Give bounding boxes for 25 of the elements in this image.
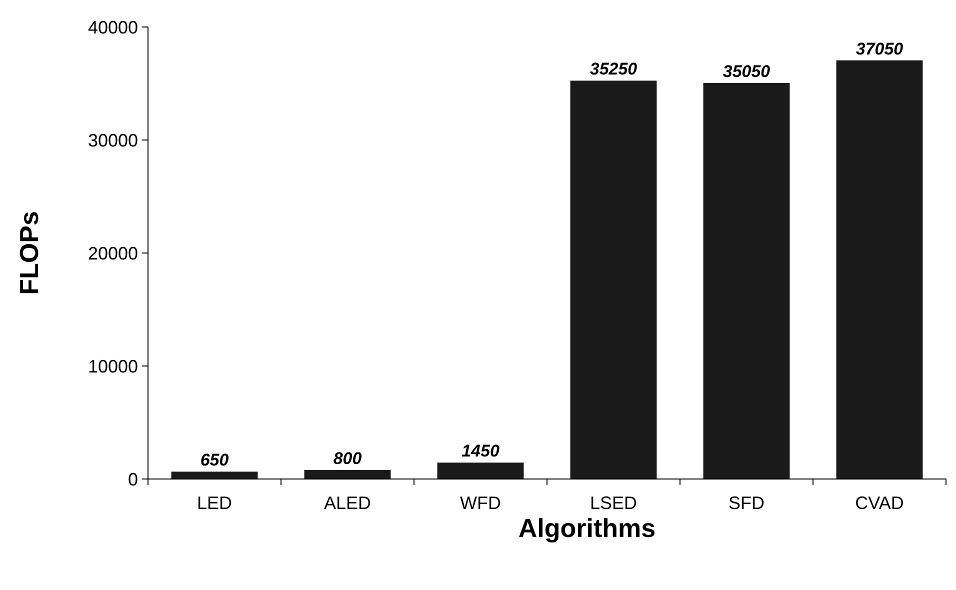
bar (570, 80, 657, 479)
bar (437, 462, 524, 479)
x-tick-label: LSED (590, 493, 638, 513)
data-label: 800 (333, 448, 362, 468)
y-tick-label: 30000 (88, 130, 138, 150)
bar (171, 472, 258, 479)
data-label: 37050 (856, 39, 904, 58)
data-label: 35050 (722, 62, 771, 81)
bar (304, 470, 391, 479)
y-tick-label: 0 (128, 469, 138, 490)
data-label: 650 (200, 450, 230, 470)
bar (836, 60, 923, 479)
x-tick-label: SFD (728, 493, 764, 513)
x-tick-label: ALED (324, 493, 372, 513)
x-axis-title: Algorithms (518, 513, 656, 543)
x-tick-label: CVAD (855, 493, 904, 513)
data-label: 35250 (590, 60, 638, 79)
y-tick-label: 10000 (88, 356, 138, 376)
x-tick-label: LED (196, 493, 232, 513)
y-tick-label: 20000 (88, 243, 138, 264)
x-tick-label: WFD (460, 493, 501, 513)
y-tick-label: 40000 (88, 17, 138, 38)
bar (703, 82, 790, 479)
y-axis-title: FLOPs (14, 211, 44, 295)
data-label: 1450 (462, 442, 500, 461)
